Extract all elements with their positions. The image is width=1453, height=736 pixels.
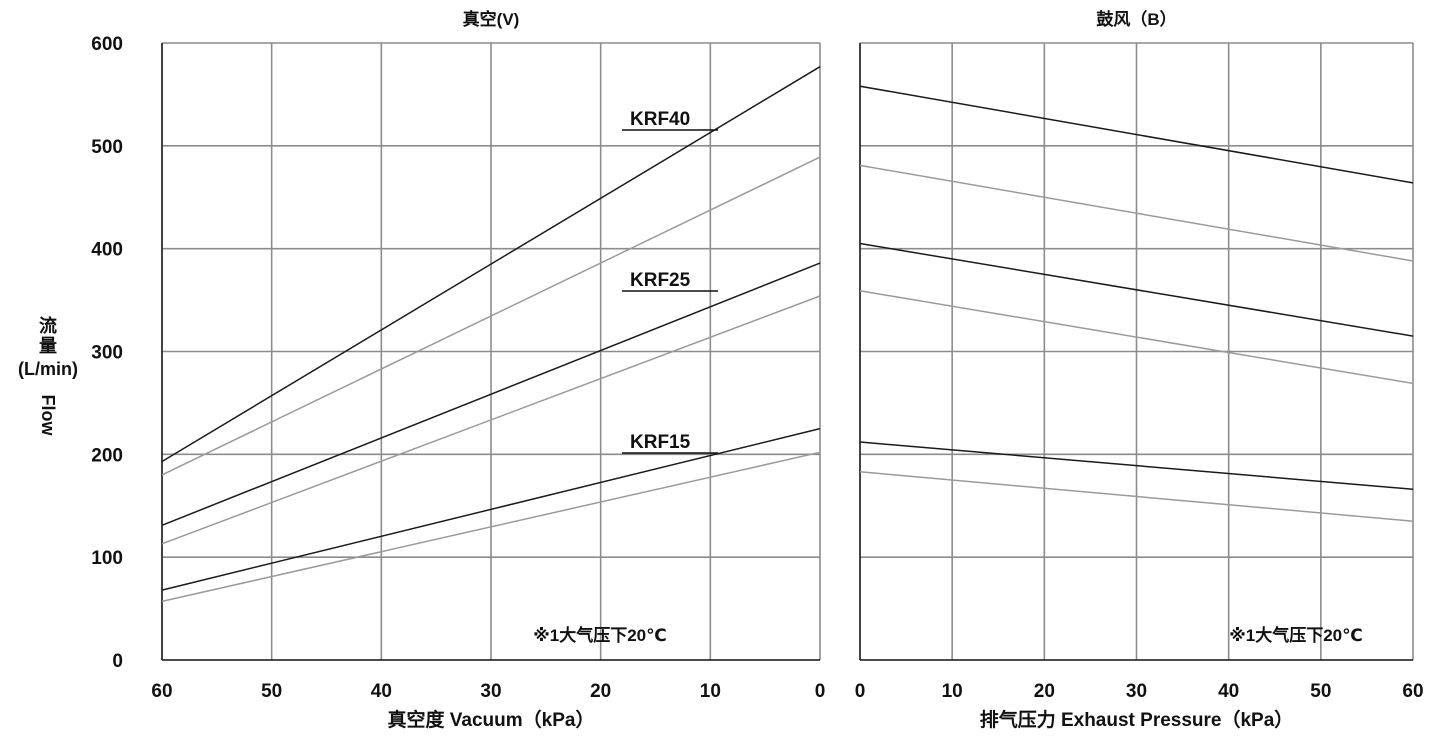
x-axis-label: 真空度 Vacuum（kPa）	[388, 708, 595, 731]
x-tick-label: 20	[590, 681, 611, 702]
y-axis-label-chinese: 量	[39, 335, 57, 356]
series-label-krf15: KRF15	[630, 432, 691, 453]
chart-panel-1: 60 50 40 30 20 10 0真空(V)真空度 Vacuum（kPa）※1大气压下2…	[91, 9, 825, 731]
x-axis-label: 排气压力 Exhaust Pressure（kPa）	[980, 708, 1294, 731]
chart-title: 鼓风（B）	[1096, 9, 1176, 29]
series-line-krf15-light	[859, 471, 1414, 522]
y-axis-label-english: Flow	[38, 395, 58, 437]
x-tick-label: 50	[1310, 681, 1331, 702]
x-tick-label: 20	[1034, 681, 1055, 702]
y-axis-label-chinese: 流	[39, 315, 57, 336]
y-tick-label: 0	[112, 651, 123, 672]
series-line-krf15-dark	[859, 441, 1414, 491]
series-line-krf40-light	[161, 156, 821, 476]
y-tick-label: 500	[91, 137, 123, 158]
series-label-krf40: KRF40	[630, 109, 690, 130]
series-line-krf25-light	[859, 290, 1414, 385]
chart-panel-2: 0 10 20 30 40 50 60 鼓风（B） 排气压力 Exhaust Pressure（…	[855, 9, 1424, 731]
y-tick-label: 400	[91, 240, 123, 261]
y-axis-label-unit: (L/min)	[18, 359, 78, 379]
series-line-krf25-light	[161, 295, 821, 545]
y-tick-label: 300	[91, 343, 123, 364]
series-line-krf25-dark	[161, 262, 821, 526]
y-tick-label: 100	[91, 548, 123, 569]
x-tick-label: 10	[942, 681, 963, 702]
y-tick-label: 200	[91, 445, 123, 466]
series-line-krf15-light	[161, 451, 821, 603]
series-label-krf25: KRF25	[630, 270, 691, 291]
x-tick-label: 10	[700, 681, 721, 702]
x-tick-label: 0	[855, 681, 866, 702]
x-tick-label: 0	[815, 681, 826, 702]
x-tick-label: 60	[151, 681, 172, 702]
series-line-krf40-light	[859, 164, 1414, 262]
x-tick-label: 40	[371, 681, 392, 702]
condition-note: ※1大气压下20℃	[533, 625, 666, 645]
y-tick-label: 600	[91, 34, 123, 55]
series-line-krf25-dark	[859, 242, 1414, 337]
x-tick-label: 30	[1126, 681, 1147, 702]
series-line-krf40-dark	[859, 85, 1414, 184]
x-tick-label: 60	[1402, 681, 1423, 702]
series-line-krf15-dark	[161, 427, 821, 591]
x-tick-label: 40	[1218, 681, 1239, 702]
x-tick-label: 50	[261, 681, 282, 702]
condition-note: ※1大气压下20℃	[1229, 625, 1362, 645]
series-line-krf40-dark	[161, 66, 821, 463]
chart-title: 真空(V)	[463, 9, 520, 29]
x-tick-label: 30	[480, 681, 501, 702]
